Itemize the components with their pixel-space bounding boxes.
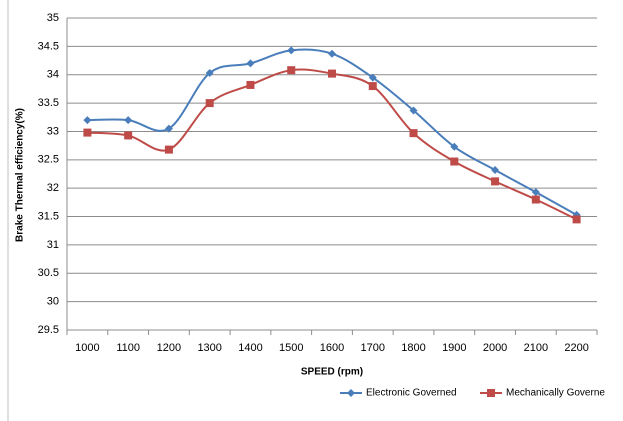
data-point [328, 69, 336, 78]
data-point [164, 124, 173, 133]
x-tick-label: 1000 [75, 342, 99, 354]
data-point [491, 166, 500, 175]
data-point [83, 116, 92, 125]
data-point [246, 80, 255, 89]
data-point [124, 131, 133, 140]
y-tick-label: 31.5 [38, 210, 59, 222]
x-tick-label: 1500 [279, 342, 303, 354]
data-point [450, 157, 459, 166]
data-point [287, 66, 296, 75]
data-point [531, 188, 540, 197]
y-tick-label: 32 [47, 182, 59, 194]
y-tick-label: 33.5 [38, 97, 59, 109]
y-tick-label: 31 [47, 239, 59, 251]
data-point [491, 177, 500, 186]
x-tick-label: 2100 [524, 342, 548, 354]
y-tick-label: 29.5 [38, 324, 59, 336]
x-tick-label: 1600 [320, 342, 344, 354]
legend-label: Electronic Governed [366, 388, 457, 399]
x-tick-label: 2200 [564, 342, 588, 354]
data-point [368, 82, 377, 91]
legend-marker [487, 389, 495, 397]
x-tick-label: 1900 [442, 342, 466, 354]
y-tick-label: 34.5 [38, 40, 59, 52]
x-tick-label: 1200 [157, 342, 181, 354]
data-point [450, 142, 459, 151]
x-tick-label: 2000 [483, 342, 507, 354]
data-point [205, 69, 214, 78]
data-point [368, 73, 377, 82]
data-point [531, 195, 540, 204]
y-tick-label: 30.5 [38, 267, 59, 279]
x-axis-title: SPEED (rpm) [301, 367, 363, 378]
x-tick-label: 1700 [361, 342, 385, 354]
y-tick-label: 34 [47, 69, 59, 81]
y-tick-label: 35 [47, 12, 59, 24]
data-point [164, 145, 173, 154]
data-point [572, 215, 581, 224]
data-point [83, 128, 92, 137]
data-point [328, 49, 336, 58]
x-tick-label: 1800 [401, 342, 425, 354]
y-tick-label: 33 [47, 125, 59, 137]
y-tick-label: 32.5 [38, 154, 59, 166]
x-tick-label: 1300 [197, 342, 221, 354]
y-tick-label: 30 [47, 296, 59, 308]
data-point [124, 116, 133, 125]
data-point [409, 106, 418, 115]
data-point [205, 99, 214, 108]
series-line [87, 68, 578, 221]
legend-label: Mechanically Governe [506, 388, 605, 399]
x-tick-label: 1400 [238, 342, 262, 354]
x-tick-label: 1100 [116, 342, 140, 354]
data-point [246, 59, 255, 68]
data-point [409, 129, 418, 138]
y-axis-title: Brake Thermal efficiency(%) [15, 108, 26, 242]
data-point [287, 46, 296, 55]
legend-marker [347, 389, 355, 397]
